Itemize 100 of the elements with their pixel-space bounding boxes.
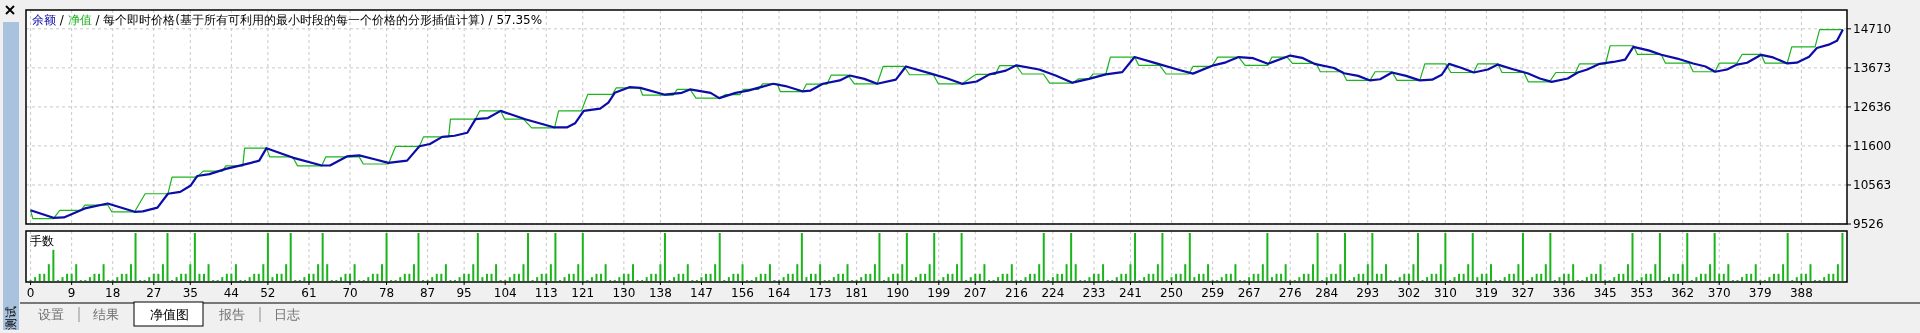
bar: [997, 277, 1000, 281]
bar: [1120, 273, 1123, 281]
bar: [399, 277, 402, 281]
bar: [1558, 277, 1561, 281]
bar: [1343, 233, 1346, 281]
bar: [1353, 277, 1356, 281]
bar: [1029, 273, 1032, 281]
bar: [727, 277, 730, 281]
bar: [1480, 273, 1483, 281]
x-tick-label: 293: [1356, 286, 1380, 300]
bar: [1462, 273, 1465, 281]
x-tick-label: 224: [1041, 286, 1065, 300]
bar: [572, 273, 575, 281]
bar: [1284, 264, 1287, 281]
bar: [1535, 273, 1538, 281]
bar: [682, 273, 685, 281]
bar: [367, 277, 370, 281]
chart-title: / 每个即时价格(基于所有可利用的最小时段的每一个价格的分形插值计算) / 57.35%: [91, 13, 543, 27]
bar: [225, 273, 228, 281]
bar: [650, 273, 653, 281]
bar: [75, 264, 78, 281]
x-tick-label: 362: [1671, 286, 1695, 300]
bar: [1129, 264, 1132, 281]
bar: [1156, 264, 1159, 281]
bar: [864, 273, 867, 281]
text: 设置: [38, 307, 64, 322]
bar: [837, 273, 840, 281]
bar: [814, 273, 817, 281]
bar: [180, 273, 183, 281]
bar: [600, 273, 603, 281]
bar: [1147, 273, 1150, 281]
bar: [321, 233, 324, 281]
bar: [663, 233, 666, 281]
bar: [490, 273, 493, 281]
bar: [768, 264, 771, 281]
y-tick-label: 10563: [1853, 178, 1892, 193]
y-tick-label: 11600: [1853, 139, 1892, 154]
bar: [207, 264, 210, 281]
bar: [536, 277, 539, 281]
bar: [1416, 233, 1419, 281]
bar: [417, 233, 420, 281]
bar: [1668, 277, 1671, 281]
x-tick-label: 181: [845, 286, 869, 300]
bar: [1051, 277, 1054, 281]
bar: [755, 277, 758, 281]
bar: [686, 264, 689, 281]
x-tick-label: 121: [571, 286, 595, 300]
bar: [1709, 264, 1712, 281]
bar: [1471, 233, 1474, 281]
bar: [47, 264, 50, 281]
bar: [440, 273, 443, 281]
bar: [983, 264, 986, 281]
bar: [1170, 277, 1173, 281]
bar: [1115, 277, 1118, 281]
bar: [289, 233, 292, 281]
x-tick-label: 0: [26, 286, 35, 300]
bar: [120, 273, 123, 281]
x-tick-label: 104: [493, 286, 517, 300]
bar: [545, 273, 548, 281]
x-tick-label: 87: [419, 286, 436, 300]
y-tick-label: 12636: [1853, 100, 1892, 115]
x-tick-label: 336: [1552, 286, 1576, 300]
bar: [1056, 273, 1059, 281]
bar: [1102, 264, 1105, 281]
bar: [568, 273, 571, 281]
bar: [1617, 273, 1620, 281]
bar: [718, 233, 721, 281]
bar: [942, 277, 945, 281]
bar: [901, 264, 904, 281]
bar: [1385, 264, 1388, 281]
chart-title: 手数: [30, 234, 54, 248]
bar: [673, 277, 676, 281]
bar: [1380, 273, 1383, 281]
bar: [234, 264, 237, 281]
bar: [1594, 273, 1597, 281]
bar: [627, 273, 630, 281]
bar: [376, 273, 379, 281]
x-tick-label: 327: [1511, 286, 1535, 300]
bar: [339, 277, 342, 281]
bar: [1010, 264, 1013, 281]
bar: [782, 277, 785, 281]
bar: [563, 277, 566, 281]
bar: [928, 264, 931, 281]
bar: [307, 273, 310, 281]
x-tick-label: 199: [927, 286, 951, 300]
bar: [1152, 273, 1155, 281]
bar: [125, 273, 128, 281]
bar: [1220, 277, 1223, 281]
x-tick-label: 156: [731, 286, 754, 300]
bar: [134, 233, 137, 281]
x-tick-label: 319: [1475, 286, 1498, 300]
bar: [590, 277, 593, 281]
bar: [1823, 277, 1826, 281]
x-tick-label: 276: [1278, 286, 1302, 300]
x-tick-label: 370: [1707, 286, 1731, 300]
bar: [70, 273, 73, 281]
bar: [1042, 233, 1045, 281]
bar: [1727, 264, 1730, 281]
bar: [969, 277, 972, 281]
bar: [1006, 273, 1009, 281]
